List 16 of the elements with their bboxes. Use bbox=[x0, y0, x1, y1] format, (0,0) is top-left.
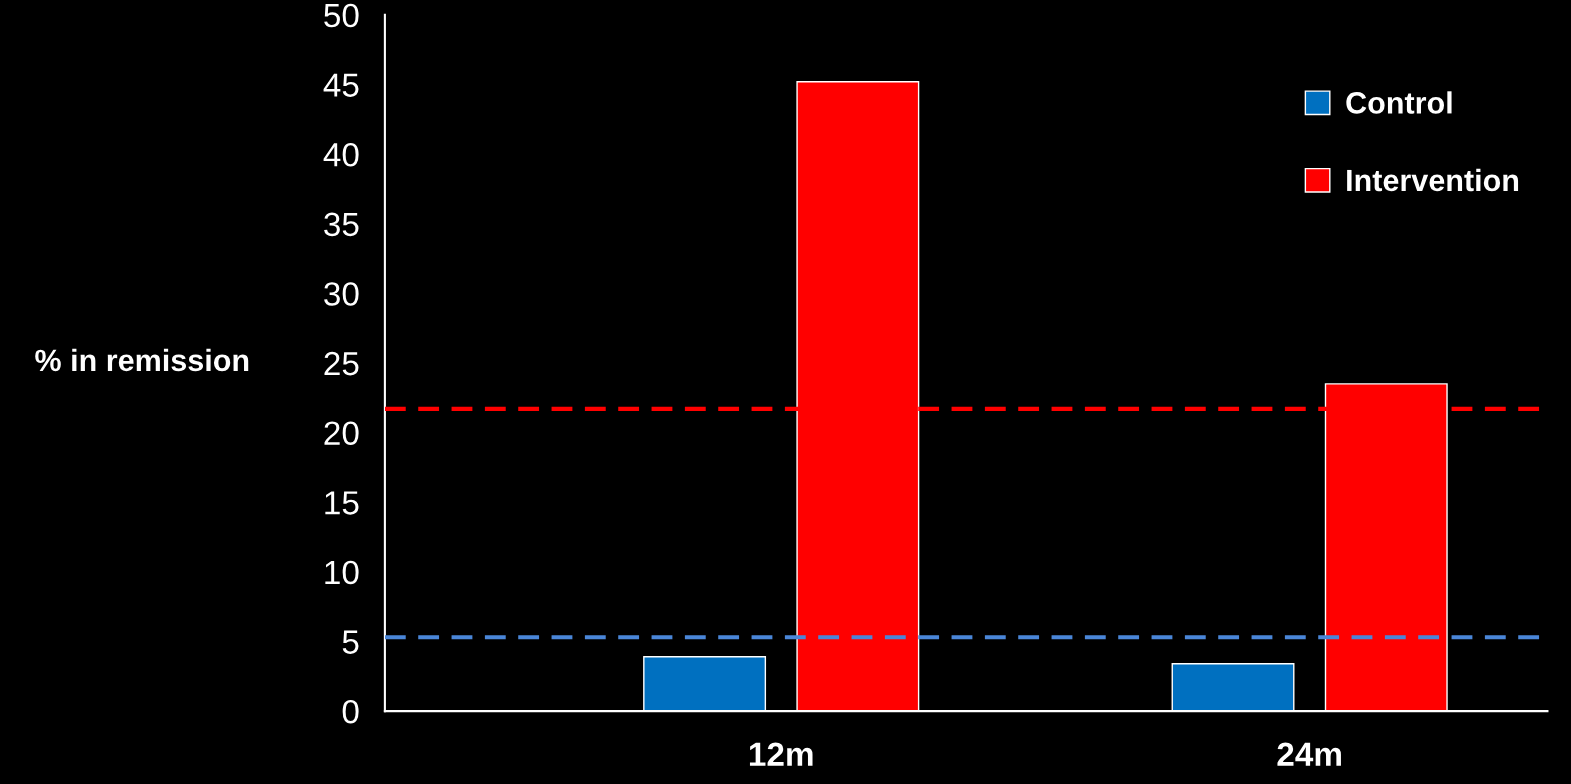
y-tick-label: 5 bbox=[342, 630, 359, 654]
legend-label: Control bbox=[1346, 91, 1452, 114]
y-tick-label: 0 bbox=[342, 699, 359, 724]
y-tick-label: 35 bbox=[324, 212, 359, 237]
y-tick-label: 20 bbox=[324, 421, 359, 446]
y-tick-label: 15 bbox=[325, 491, 359, 515]
y-axis-title: % in remission bbox=[35, 348, 249, 372]
y-tick-label: 40 bbox=[323, 142, 359, 167]
y-tick-label: 50 bbox=[324, 3, 359, 28]
legend-label: Intervention bbox=[1347, 168, 1519, 192]
x-tick-label: 12m bbox=[749, 742, 813, 766]
y-tick-label: 30 bbox=[324, 282, 359, 306]
y-tick-label: 10 bbox=[325, 560, 359, 585]
y-tick-label: 45 bbox=[323, 73, 359, 97]
y-tick-label: 25 bbox=[324, 351, 359, 376]
x-tick-label: 24m bbox=[1277, 742, 1341, 766]
